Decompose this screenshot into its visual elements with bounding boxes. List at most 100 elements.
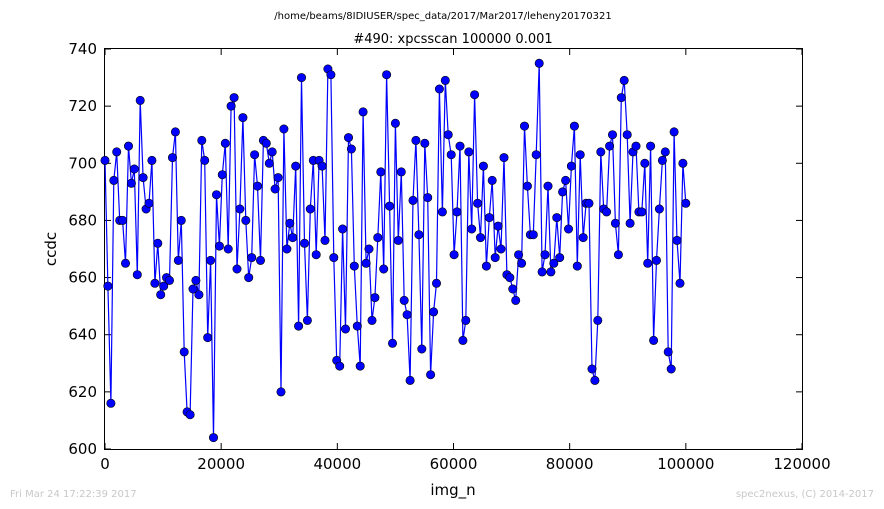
data-point <box>399 295 409 305</box>
data-point <box>194 290 204 300</box>
x-tick-label: 0 <box>100 455 110 473</box>
data-point <box>602 207 612 217</box>
y-tick-label: 660 <box>68 269 97 287</box>
data-point <box>147 155 157 165</box>
data-point <box>214 241 224 251</box>
data-point <box>575 150 585 160</box>
data-point <box>382 70 392 80</box>
data-point <box>637 207 647 217</box>
data-point <box>584 198 594 208</box>
data-point <box>437 207 447 217</box>
data-point <box>640 158 650 168</box>
data-point <box>305 204 315 214</box>
data-point <box>188 284 198 294</box>
data-point <box>522 181 532 191</box>
data-point <box>165 275 175 285</box>
data-point <box>405 375 415 385</box>
footer-timestamp: Fri Mar 24 17:22:39 2017 <box>10 489 137 500</box>
data-point <box>338 224 348 234</box>
data-point <box>270 184 280 194</box>
data-point <box>411 135 421 145</box>
data-point <box>631 141 641 151</box>
data-point <box>681 198 691 208</box>
data-point <box>587 364 597 374</box>
data-point <box>340 324 350 334</box>
data-point <box>124 141 134 151</box>
data-point <box>294 321 304 331</box>
data-point <box>106 398 116 408</box>
data-point <box>159 281 169 291</box>
data-point <box>434 84 444 94</box>
data-point <box>247 253 257 263</box>
data-point <box>499 153 509 163</box>
data-point <box>464 147 474 157</box>
data-point <box>396 167 406 177</box>
data-point <box>537 267 547 277</box>
data-point <box>657 155 667 165</box>
data-point <box>311 250 321 260</box>
data-point <box>376 167 386 177</box>
data-point <box>302 315 312 325</box>
data-point <box>173 255 183 265</box>
y-tick-label: 640 <box>68 326 97 344</box>
data-point <box>320 235 330 245</box>
data-point <box>273 173 283 183</box>
data-point <box>470 90 480 100</box>
data-point <box>326 70 336 80</box>
y-tick-label: 720 <box>68 97 97 115</box>
x-tick-label: 120000 <box>773 455 830 473</box>
data-point <box>508 284 518 294</box>
data-point <box>291 161 301 171</box>
data-point <box>349 261 359 271</box>
data-point <box>138 173 148 183</box>
data-point <box>666 364 676 374</box>
data-point <box>473 198 483 208</box>
footer-credit: spec2nexus, (C) 2014-2017 <box>735 489 874 500</box>
data-point <box>593 315 603 325</box>
data-point <box>393 235 403 245</box>
data-point <box>534 58 544 68</box>
data-point <box>168 153 178 163</box>
data-point <box>185 410 195 420</box>
data-point <box>361 258 371 268</box>
x-tick-label: 40000 <box>313 455 361 473</box>
data-point <box>244 273 254 283</box>
chart-title: #490: xpcsscan 100000 0.001 <box>353 32 552 47</box>
data-point <box>528 230 538 240</box>
data-point <box>109 175 119 185</box>
data-point <box>121 258 131 268</box>
data-point <box>282 244 292 254</box>
data-point <box>220 138 230 148</box>
data-point <box>355 361 365 371</box>
data-point <box>144 198 154 208</box>
chart-suptitle: /home/beams/8IDIUSER/spec_data/2017/Mar2… <box>274 11 611 22</box>
data-point <box>467 224 477 234</box>
data-point <box>675 278 685 288</box>
data-point <box>452 207 462 217</box>
data-point <box>572 261 582 271</box>
data-point <box>264 158 274 168</box>
data-point <box>150 278 160 288</box>
data-point <box>288 233 298 243</box>
data-point <box>449 250 459 260</box>
data-point <box>613 250 623 260</box>
data-point <box>475 233 485 243</box>
data-point <box>646 141 656 151</box>
data-point <box>203 333 213 343</box>
data-point <box>153 238 163 248</box>
data-point <box>654 204 664 214</box>
data-point <box>607 130 617 140</box>
data-point <box>285 218 295 228</box>
data-point <box>496 244 506 254</box>
data-point <box>402 310 412 320</box>
data-point <box>317 161 327 171</box>
data-point <box>100 155 110 165</box>
data-point <box>408 195 418 205</box>
data-point <box>335 361 345 371</box>
data-point <box>279 124 289 134</box>
data-point <box>563 224 573 234</box>
data-point <box>426 370 436 380</box>
data-point <box>625 218 635 228</box>
data-point <box>226 101 236 111</box>
data-point <box>420 138 430 148</box>
